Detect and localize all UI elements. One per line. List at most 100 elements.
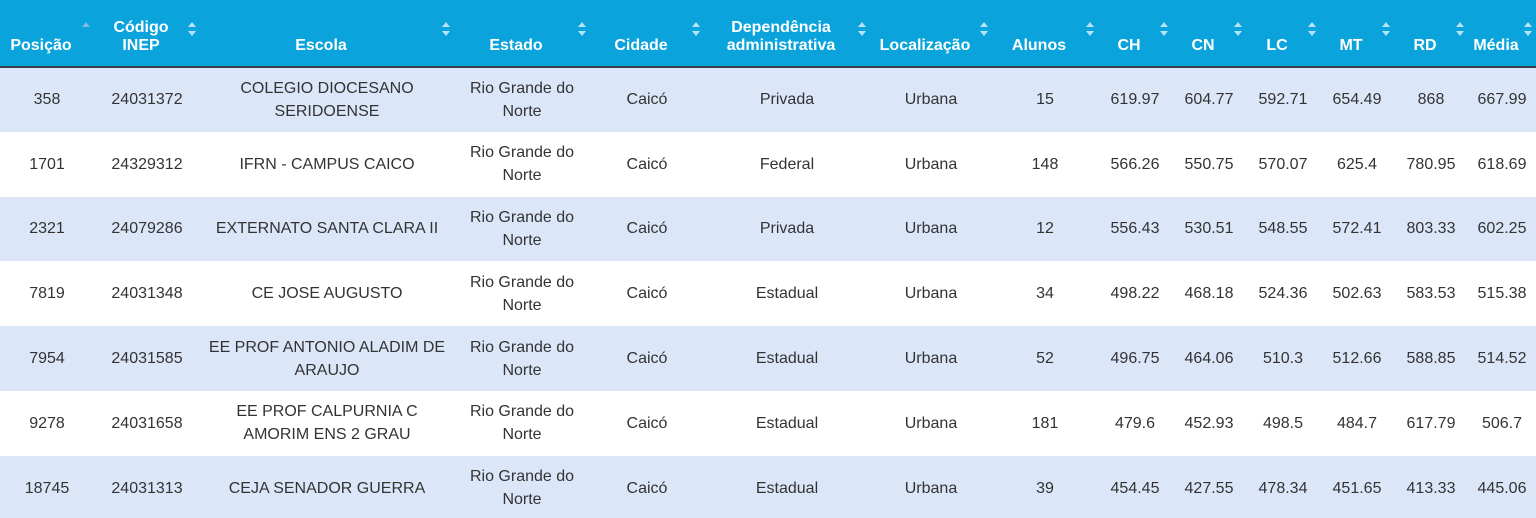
- cell-ch: 556.43: [1110, 220, 1160, 238]
- column-header-label: RD: [1413, 37, 1437, 54]
- cell-escola: IFRN - CAMPUS CAICO: [239, 155, 415, 173]
- cell-alunos: 34: [1036, 285, 1054, 303]
- cell-ch: 566.26: [1110, 155, 1160, 173]
- sort-arrows-icon[interactable]: [188, 22, 196, 36]
- column-header-estado[interactable]: Estado: [454, 0, 590, 67]
- sort-arrows-icon[interactable]: [442, 22, 450, 36]
- cell-codigo: 24031348: [111, 285, 183, 303]
- cell-media: 667.99: [1477, 91, 1527, 109]
- cell-estado: Rio Grande do Norte: [469, 144, 575, 185]
- cell-escola: EE PROF ANTONIO ALADIM DE ARAUJO: [208, 338, 446, 379]
- cell-localizacao: Urbana: [904, 155, 958, 173]
- column-header-label: Cidade: [614, 37, 668, 54]
- cell-posicao: 7819: [29, 285, 65, 303]
- cell-dependencia: Estadual: [755, 414, 819, 432]
- cell-mt: 625.4: [1336, 155, 1378, 173]
- table-row: 1701 24329312 IFRN - CAMPUS CAICO Rio Grand…: [0, 131, 1536, 197]
- cell-lc: 570.07: [1258, 155, 1308, 173]
- column-header-codigo[interactable]: Código INEP: [94, 0, 200, 67]
- sort-arrows-icon[interactable]: [1308, 22, 1316, 36]
- table-row: 358 24031372 COLEGIO DIOCESANO SERIDOENSE R…: [0, 67, 1536, 132]
- column-header-localizacao[interactable]: Localização: [870, 0, 992, 67]
- column-header-label: CH: [1117, 37, 1141, 54]
- cell-cidade: Caicó: [626, 479, 668, 497]
- cell-rd: 868: [1417, 91, 1445, 109]
- cell-codigo: 24031372: [111, 91, 183, 109]
- sort-arrows-icon[interactable]: [858, 22, 866, 36]
- column-header-media[interactable]: Média: [1468, 0, 1536, 67]
- cell-cidade: Caicó: [626, 220, 668, 238]
- column-header-dependencia[interactable]: Dependência administrativa: [704, 0, 870, 67]
- cell-cidade: Caicó: [626, 285, 668, 303]
- cell-cidade: Caicó: [626, 350, 668, 368]
- cell-localizacao: Urbana: [904, 350, 958, 368]
- cell-cidade: Caicó: [626, 414, 668, 432]
- cell-codigo: 24329312: [111, 155, 183, 173]
- column-header-rd[interactable]: RD: [1394, 0, 1468, 67]
- cell-escola: EE PROF CALPURNIA C AMORIM ENS 2 GRAU: [236, 403, 418, 444]
- cell-alunos: 148: [1031, 155, 1059, 173]
- table-row: 18745 24031313 CEJA SENADOR GUERRA Rio Gran…: [0, 455, 1536, 518]
- cell-codigo: 24031313: [111, 479, 183, 497]
- column-header-label: Dependência administrativa: [726, 19, 836, 54]
- cell-alunos: 39: [1036, 479, 1054, 497]
- table-row: 2321 24079286 EXTERNATO SANTA CLARA II Rio …: [0, 196, 1536, 262]
- cell-escola: CEJA SENADOR GUERRA: [228, 479, 426, 497]
- cell-estado: Rio Grande do Norte: [469, 208, 575, 249]
- column-header-label: Localização: [879, 37, 971, 54]
- sort-arrows-icon[interactable]: [82, 22, 90, 36]
- cell-media: 445.06: [1477, 479, 1527, 497]
- cell-rd: 413.33: [1406, 479, 1456, 497]
- cell-cn: 452.93: [1184, 414, 1234, 432]
- cell-lc: 498.5: [1262, 414, 1304, 432]
- column-header-cn[interactable]: CN: [1172, 0, 1246, 67]
- cell-estado: Rio Grande do Norte: [469, 338, 575, 379]
- sort-arrows-icon[interactable]: [980, 22, 988, 36]
- column-header-label: Posição: [10, 37, 72, 54]
- sort-arrows-icon[interactable]: [1382, 22, 1390, 36]
- column-header-mt[interactable]: MT: [1320, 0, 1394, 67]
- cell-estado: Rio Grande do Norte: [469, 468, 575, 509]
- cell-dependencia: Privada: [759, 91, 815, 109]
- cell-ch: 619.97: [1110, 91, 1160, 109]
- cell-cn: 530.51: [1184, 220, 1234, 238]
- cell-ch: 498.22: [1110, 285, 1160, 303]
- sort-arrows-icon[interactable]: [1456, 22, 1464, 36]
- cell-localizacao: Urbana: [904, 220, 958, 238]
- column-header-label: Alunos: [1011, 37, 1067, 54]
- column-header-label: Média: [1473, 37, 1519, 54]
- cell-cn: 604.77: [1184, 91, 1234, 109]
- cell-media: 514.52: [1477, 350, 1527, 368]
- column-header-label: LC: [1266, 37, 1288, 54]
- cell-codigo: 24031658: [111, 414, 183, 432]
- cell-lc: 592.71: [1258, 91, 1308, 109]
- cell-localizacao: Urbana: [904, 285, 958, 303]
- cell-ch: 454.45: [1110, 479, 1160, 497]
- cell-localizacao: Urbana: [904, 414, 958, 432]
- cell-rd: 780.95: [1406, 155, 1456, 173]
- column-header-escola[interactable]: Escola: [200, 0, 454, 67]
- cell-rd: 803.33: [1406, 220, 1456, 238]
- table-header: Posição Código INEP Escola Estado Cidade Depe…: [0, 0, 1536, 67]
- cell-lc: 548.55: [1258, 220, 1308, 238]
- cell-escola: COLEGIO DIOCESANO SERIDOENSE: [240, 79, 414, 120]
- sort-arrows-icon[interactable]: [1524, 22, 1532, 36]
- sort-arrows-icon[interactable]: [692, 22, 700, 36]
- cell-dependencia: Estadual: [755, 350, 819, 368]
- sort-arrows-icon[interactable]: [1234, 22, 1242, 36]
- sort-arrows-icon[interactable]: [1086, 22, 1094, 36]
- column-header-lc[interactable]: LC: [1246, 0, 1320, 67]
- column-header-label: CN: [1191, 37, 1215, 54]
- cell-mt: 654.49: [1332, 91, 1382, 109]
- column-header-ch[interactable]: CH: [1098, 0, 1172, 67]
- column-header-posicao[interactable]: Posição: [0, 0, 94, 67]
- header-row: Posição Código INEP Escola Estado Cidade Depe…: [0, 0, 1536, 67]
- sort-arrows-icon[interactable]: [578, 22, 586, 36]
- cell-cn: 427.55: [1184, 479, 1234, 497]
- cell-escola: EXTERNATO SANTA CLARA II: [215, 220, 439, 238]
- sort-arrows-icon[interactable]: [1160, 22, 1168, 36]
- column-header-alunos[interactable]: Alunos: [992, 0, 1098, 67]
- column-header-cidade[interactable]: Cidade: [590, 0, 704, 67]
- cell-posicao: 1701: [29, 155, 65, 173]
